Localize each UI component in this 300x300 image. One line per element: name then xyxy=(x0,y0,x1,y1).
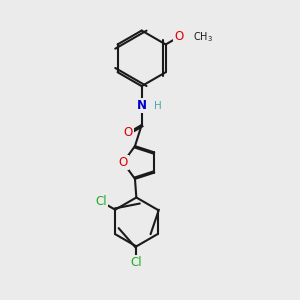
Text: Cl: Cl xyxy=(130,256,142,269)
Text: O: O xyxy=(124,126,133,139)
Text: O: O xyxy=(118,156,128,169)
Text: CH$_3$: CH$_3$ xyxy=(193,30,213,44)
Text: N: N xyxy=(137,99,147,112)
Text: H: H xyxy=(154,100,162,111)
Text: Cl: Cl xyxy=(95,195,107,208)
Text: O: O xyxy=(174,30,184,43)
